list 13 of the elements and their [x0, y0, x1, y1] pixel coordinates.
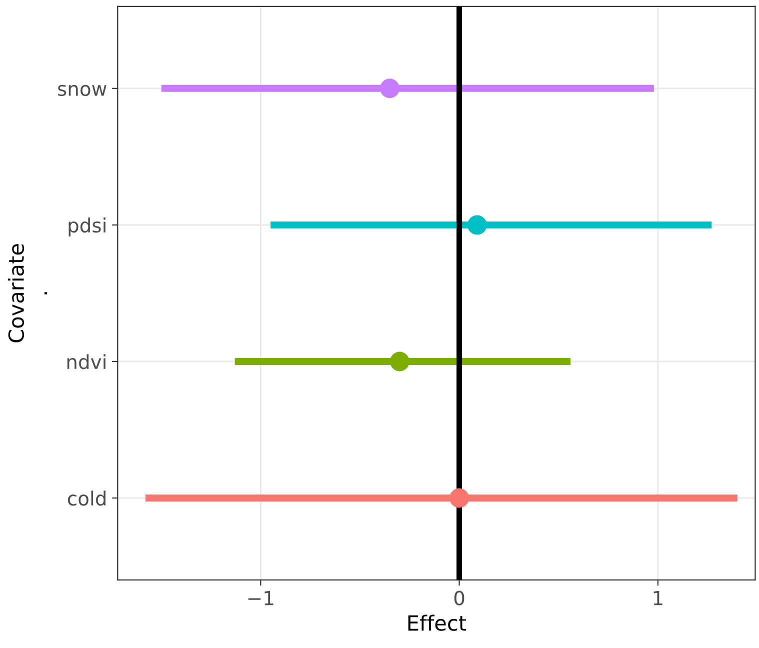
x-tick-label: 1	[654, 590, 662, 606]
y-tick-label: pdsi	[68, 218, 106, 236]
point	[380, 78, 400, 98]
x-tick-label: 0	[454, 590, 464, 606]
point	[450, 488, 469, 508]
point	[467, 215, 487, 235]
y-tick-label: snow	[58, 84, 106, 96]
x-tick-label: −1	[248, 590, 274, 606]
y-tick-label: ndvi	[67, 354, 106, 370]
x-axis-title: Effect	[408, 614, 466, 631]
point	[390, 352, 410, 372]
y-axis-title: Covariate .	[8, 244, 48, 342]
y-tick-label: cold	[68, 490, 106, 506]
